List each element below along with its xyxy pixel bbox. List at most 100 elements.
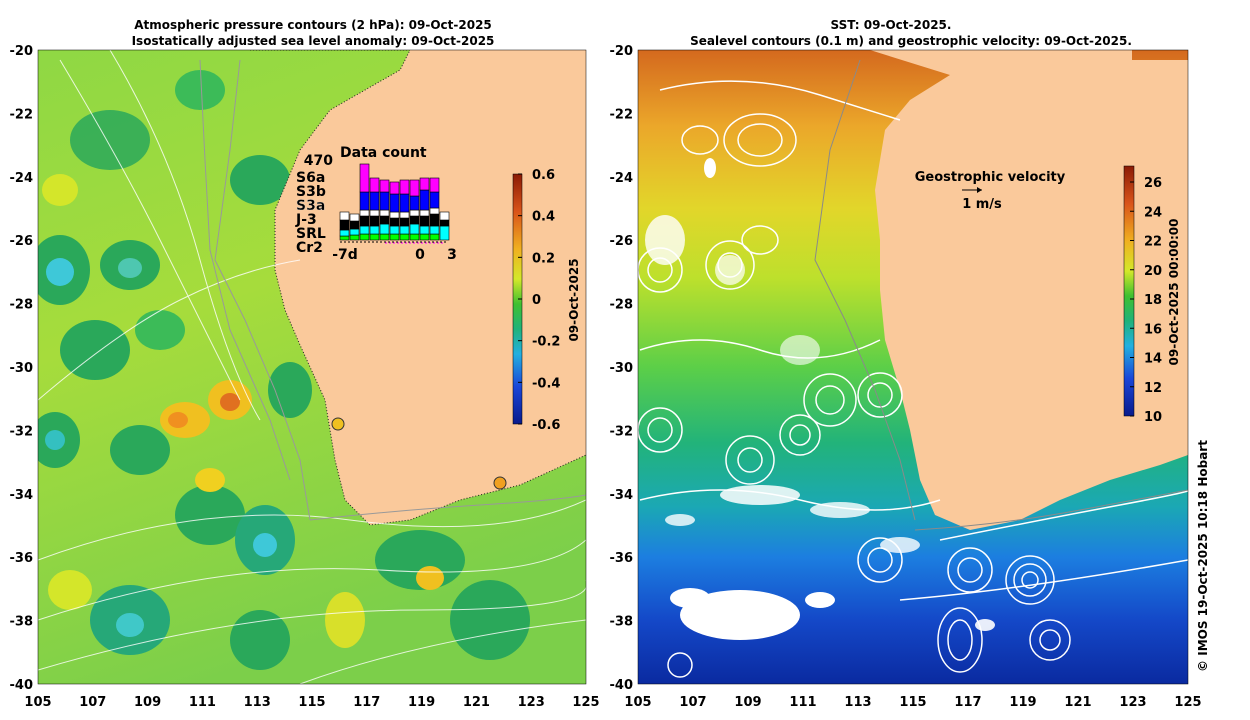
velocity-legend-scale: 1 m/s [962, 197, 1002, 212]
data-count-bar-segment [359, 209, 370, 217]
right-colorbar [1123, 165, 1135, 417]
x-tick-label: 125 [572, 695, 599, 710]
data-count-bar-segment [419, 209, 430, 217]
y-tick-label: -38 [10, 615, 34, 630]
data-count-label-start: -7d [332, 247, 358, 263]
data-count-bar-segment [389, 225, 400, 235]
x-tick-label: 105 [24, 695, 51, 710]
tide-gauge-marker [493, 476, 507, 490]
y-tick-label: -36 [10, 551, 34, 566]
data-count-bar-segment [379, 215, 390, 225]
left-colorbar-label: 09-Oct-2025 [567, 258, 581, 341]
colorbar-tick-label: 0 [532, 293, 541, 308]
y-tick-label: -28 [10, 298, 34, 313]
right-title-line1: SST: 09-Oct-2025. [831, 18, 952, 32]
copyright-text: © IMOS 19-Oct-2025 10:18 Hobart [1196, 440, 1210, 672]
y-tick-label: -32 [10, 424, 34, 439]
y-tick-label: -20 [10, 44, 34, 59]
data-count-bar-segment [409, 233, 420, 241]
data-count-bar-segment [429, 207, 440, 215]
colorbar-tick-label: 10 [1144, 410, 1162, 425]
mission-label: S3b [296, 184, 326, 200]
data-count-bar-segment [339, 235, 350, 241]
y-tick-label: -22 [10, 107, 34, 122]
y-tick-label: -30 [10, 361, 34, 376]
x-tick-label: 107 [79, 695, 106, 710]
x-tick-label: 125 [1174, 695, 1201, 710]
mission-label: S6a [296, 170, 325, 186]
colorbar-tick-label: -0.2 [532, 335, 560, 350]
y-tick-label: -40 [610, 678, 634, 693]
data-count-bar-segment [339, 219, 350, 231]
colorbar-tick-label: -0.6 [532, 418, 560, 433]
right-map [638, 50, 1188, 684]
data-count-bar-segment [399, 217, 410, 227]
data-count-bar-segment [379, 179, 390, 193]
data-count-bar-segment [389, 233, 400, 241]
x-tick-label: 119 [1009, 695, 1036, 710]
data-count-bar-segment [369, 177, 380, 193]
data-count-bar-segment [349, 220, 360, 230]
data-count-bar-segment [429, 213, 440, 227]
y-tick-label: -26 [10, 234, 34, 249]
right-map-frame [637, 49, 1189, 685]
data-count-bar-segment [439, 219, 450, 227]
data-count-bar-segment [429, 233, 440, 241]
data-count-bar-segment [359, 225, 370, 235]
x-tick-label: 109 [734, 695, 761, 710]
data-count-bar-segment [399, 179, 410, 195]
data-count-bar-segment [369, 209, 380, 217]
y-tick-label: -34 [610, 488, 634, 503]
tide-gauge-marker [331, 417, 345, 431]
data-count-bar-segment [359, 191, 370, 211]
x-tick-label: 123 [518, 695, 545, 710]
data-count-bar-segment [339, 229, 350, 237]
data-count-bar-segment [429, 225, 440, 235]
data-count-bar-segment [359, 163, 370, 193]
x-tick-label: 115 [298, 695, 325, 710]
data-count-bars [339, 163, 450, 241]
right-y-axis: -20 -22 -24 -26 -28 -30 -32 -34 -36 -38 -40 [610, 44, 634, 693]
data-count-bar-segment [349, 234, 360, 241]
x-tick-label: 115 [899, 695, 926, 710]
data-count-bar-segment [409, 209, 420, 217]
y-tick-label: -40 [10, 678, 34, 693]
x-tick-label: 113 [844, 695, 871, 710]
data-count-bar-segment [389, 181, 400, 195]
x-tick-label: 109 [134, 695, 161, 710]
data-count-bar-segment [419, 215, 430, 227]
colorbar-tick-label: 0.2 [532, 251, 555, 266]
data-count-bar-segment [399, 233, 410, 241]
y-tick-label: -20 [610, 44, 634, 59]
data-count-bar-segment [349, 213, 360, 222]
mission-label: S3a [296, 198, 325, 214]
left-colorbar-ticks: 0.6 0.4 0.2 0 -0.2 -0.4 -0.6 [518, 168, 560, 433]
data-count-bar-segment [359, 233, 370, 241]
velocity-scale-arrow [962, 187, 982, 193]
bathymetry-contours [814, 59, 1188, 531]
y-tick-label: -36 [610, 551, 634, 566]
left-y-axis: -20 -22 -24 -26 -28 -30 -32 -34 -36 -38 -40 [10, 44, 34, 693]
y-tick-label: -30 [610, 361, 634, 376]
sea-level-contours [638, 80, 1188, 678]
y-tick-label: -34 [10, 488, 34, 503]
y-tick-label: -22 [610, 107, 634, 122]
x-tick-label: 121 [1064, 695, 1091, 710]
data-count-bar-segment [439, 225, 450, 241]
data-count-title: Data count [340, 145, 427, 161]
mission-label: J-3 [295, 212, 317, 228]
x-tick-label: 121 [463, 695, 490, 710]
land-australia [870, 50, 1188, 530]
data-count-bar-segment [419, 225, 430, 235]
data-count-label-end: 3 [447, 247, 457, 263]
right-colorbar-label: 09-Oct-2025 00:00:00 [1167, 219, 1181, 366]
data-count-bar-segment [369, 225, 380, 235]
data-count-bar-segment [339, 211, 350, 221]
right-title-line2: Sealevel contours (0.1 m) and geostrophi… [690, 34, 1132, 48]
colorbar-tick-label: 18 [1144, 293, 1162, 308]
data-count-bar-segment [379, 223, 390, 235]
data-count-bar-segment [439, 211, 450, 221]
